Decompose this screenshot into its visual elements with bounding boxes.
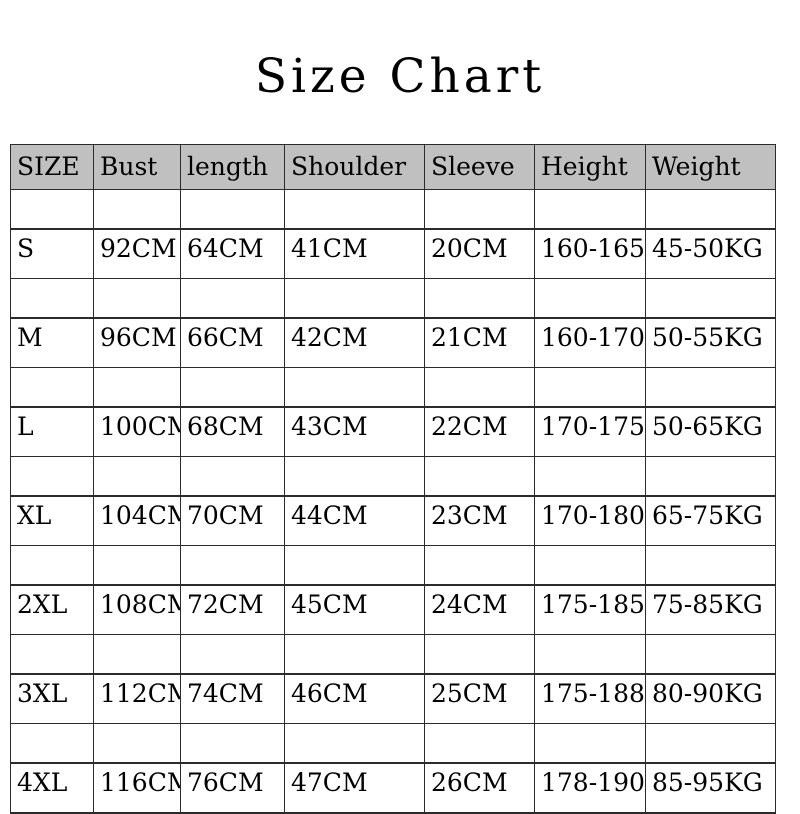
cell-shoulder: 41CM	[284, 228, 425, 279]
cell-shoulder: 42CM	[284, 317, 425, 368]
cell-bust: 96CM	[93, 317, 181, 368]
cell-bust: 104CM	[93, 495, 181, 546]
column-header-shoulder: Shoulder	[284, 144, 425, 190]
cell-length: 74CM	[180, 673, 285, 724]
cell-size: 3XL	[10, 673, 94, 724]
cell-sleeve: 24CM	[424, 584, 535, 635]
cell-shoulder: 44CM	[284, 495, 425, 546]
table-header-row: SIZE Bust length Shoulder Sleeve Height …	[10, 144, 776, 190]
table-row: 2XL 108CM 72CM 45CM 24CM 175-185 75-85KG	[10, 584, 776, 635]
table-body: S 92CM 64CM 41CM 20CM 160-165 45-50KG M	[10, 189, 776, 814]
cell-height: 160-165	[534, 228, 646, 279]
cell-weight: 75-85KG	[645, 584, 776, 635]
cell-sleeve: 25CM	[424, 673, 535, 724]
spacer-row	[10, 278, 776, 318]
size-chart-table-wrapper: SIZE Bust length Shoulder Sleeve Height …	[10, 144, 776, 814]
cell-shoulder: 45CM	[284, 584, 425, 635]
column-header-weight: Weight	[645, 144, 776, 190]
table-row: 3XL 112CM 74CM 46CM 25CM 175-188 80-90KG	[10, 673, 776, 724]
cell-length: 72CM	[180, 584, 285, 635]
cell-length: 68CM	[180, 406, 285, 457]
cell-sleeve: 22CM	[424, 406, 535, 457]
spacer-row	[10, 634, 776, 674]
cell-sleeve: 20CM	[424, 228, 535, 279]
table-header: SIZE Bust length Shoulder Sleeve Height …	[10, 144, 776, 190]
column-header-length: length	[180, 144, 285, 190]
cell-size: M	[10, 317, 94, 368]
cell-weight: 50-65KG	[645, 406, 776, 457]
table-row: XL 104CM 70CM 44CM 23CM 170-180 65-75KG	[10, 495, 776, 546]
cell-sleeve: 23CM	[424, 495, 535, 546]
cell-bust: 116CM	[93, 762, 181, 814]
cell-weight: 85-95KG	[645, 762, 776, 814]
cell-size: 4XL	[10, 762, 94, 814]
cell-weight: 80-90KG	[645, 673, 776, 724]
cell-height: 175-185	[534, 584, 646, 635]
cell-length: 64CM	[180, 228, 285, 279]
cell-size: 2XL	[10, 584, 94, 635]
cell-weight: 50-55KG	[645, 317, 776, 368]
column-header-size: SIZE	[10, 144, 94, 190]
column-header-sleeve: Sleeve	[424, 144, 535, 190]
table-row: L 100CM 68CM 43CM 22CM 170-175 50-65KG	[10, 406, 776, 457]
cell-size: S	[10, 228, 94, 279]
spacer-row	[10, 723, 776, 763]
cell-size: L	[10, 406, 94, 457]
cell-height: 170-175	[534, 406, 646, 457]
cell-height: 178-190	[534, 762, 646, 814]
table-row: S 92CM 64CM 41CM 20CM 160-165 45-50KG	[10, 228, 776, 279]
spacer-row	[10, 189, 776, 229]
cell-shoulder: 46CM	[284, 673, 425, 724]
cell-length: 70CM	[180, 495, 285, 546]
spacer-row	[10, 456, 776, 496]
column-header-bust: Bust	[93, 144, 181, 190]
cell-shoulder: 43CM	[284, 406, 425, 457]
cell-bust: 112CM	[93, 673, 181, 724]
cell-weight: 45-50KG	[645, 228, 776, 279]
cell-length: 66CM	[180, 317, 285, 368]
cell-bust: 108CM	[93, 584, 181, 635]
size-chart-table: SIZE Bust length Shoulder Sleeve Height …	[10, 144, 776, 814]
cell-length: 76CM	[180, 762, 285, 814]
spacer-row	[10, 367, 776, 407]
cell-bust: 92CM	[93, 228, 181, 279]
cell-height: 160-170	[534, 317, 646, 368]
column-header-height: Height	[534, 144, 646, 190]
table-row: 4XL 116CM 76CM 47CM 26CM 178-190 85-95KG	[10, 762, 776, 814]
table-row: M 96CM 66CM 42CM 21CM 160-170 50-55KG	[10, 317, 776, 368]
cell-bust: 100CM	[93, 406, 181, 457]
cell-weight: 65-75KG	[645, 495, 776, 546]
cell-height: 175-188	[534, 673, 646, 724]
cell-sleeve: 21CM	[424, 317, 535, 368]
spacer-row	[10, 545, 776, 585]
cell-shoulder: 47CM	[284, 762, 425, 814]
page-title: Size Chart	[254, 49, 546, 104]
cell-size: XL	[10, 495, 94, 546]
cell-sleeve: 26CM	[424, 762, 535, 814]
cell-height: 170-180	[534, 495, 646, 546]
